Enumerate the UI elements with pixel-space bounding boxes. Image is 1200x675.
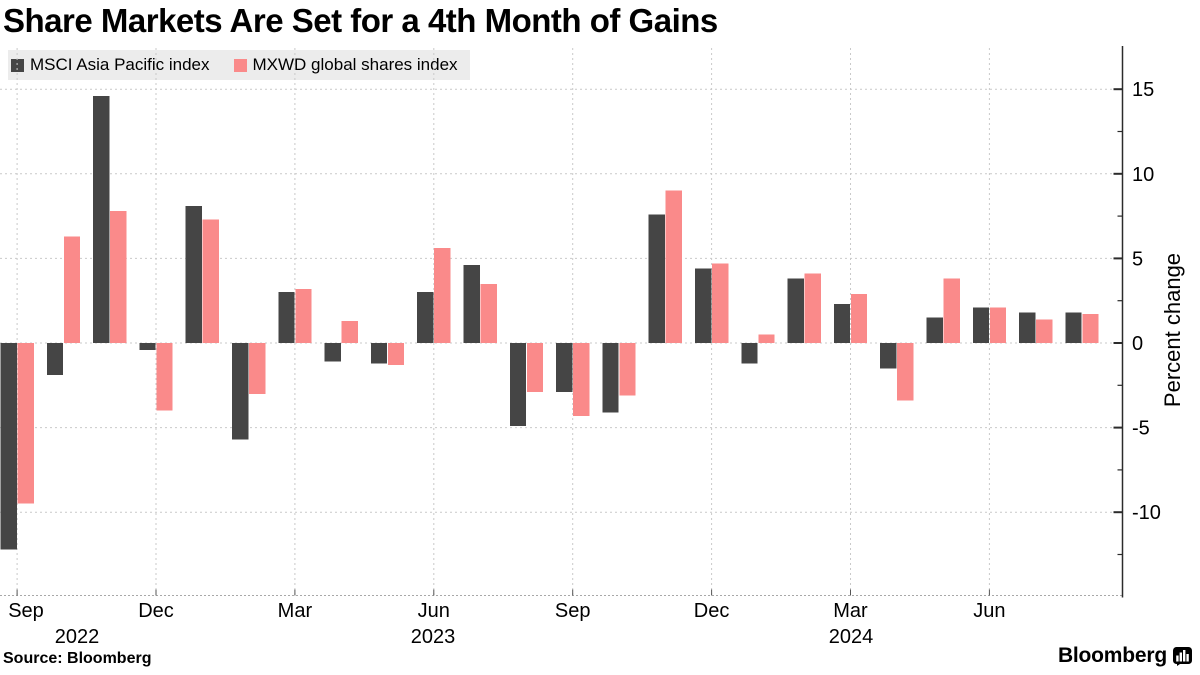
y-axis-title: Percent change: [1160, 253, 1185, 407]
bar-mxwd-May-2024: [943, 278, 960, 343]
bar-mxwd-Nov-2023: [665, 190, 682, 343]
legend-item-mxwd: MXWD global shares index: [233, 55, 458, 75]
x-tick-label: Mar: [278, 600, 313, 622]
bar-mxwd-Mar-2023: [295, 288, 312, 343]
x-tick-label: Sep: [555, 600, 591, 622]
bar-mxwd-Dec-2022: [156, 343, 173, 411]
bar-msci-Sep-2022: [0, 343, 17, 550]
bloomberg-logo-text: Bloomberg: [1057, 644, 1167, 667]
year-label: 2024: [829, 626, 874, 648]
bar-msci-Oct-2022: [46, 343, 64, 376]
bar-msci-Jan-2023: [185, 205, 202, 343]
bar-msci-Jul-2023: [463, 265, 480, 343]
bar-msci-Apr-2024: [880, 343, 897, 369]
x-tick-label: Mar: [833, 600, 868, 622]
bar-msci-Feb-2024: [787, 278, 804, 343]
bar-msci-Nov-2022: [93, 95, 110, 343]
bar-msci-Jan-2024: [741, 343, 758, 364]
x-tick-label: Sep: [8, 600, 44, 622]
y-tick-label: -5: [1132, 418, 1150, 440]
bar-msci-Dec-2022: [139, 343, 156, 350]
bar-mxwd-Apr-2023: [341, 321, 358, 343]
bar-mxwd-Apr-2024: [897, 343, 914, 401]
bar-mxwd-Aug-2023: [526, 343, 544, 393]
bar-mxwd-Feb-2024: [804, 273, 821, 343]
bar-mxwd-Jul-2023: [480, 283, 497, 343]
bar-msci-Jun-2023: [417, 292, 434, 343]
year-label: 2022: [55, 626, 100, 648]
bar-msci-May-2023: [370, 343, 388, 364]
y-tick-label: 5: [1132, 248, 1143, 270]
source-attribution: Source: Bloomberg: [3, 650, 152, 667]
bar-msci-May-2024: [926, 317, 943, 343]
bar-mxwd-Jun-2024: [989, 307, 1007, 343]
x-tick-label: Dec: [694, 600, 730, 622]
bar-msci-Aug-2024: [1065, 312, 1082, 343]
legend-label-msci: MSCI Asia Pacific index: [30, 55, 210, 74]
bar-msci-Mar-2023: [278, 292, 295, 343]
bar-mxwd-Oct-2022: [63, 236, 81, 343]
chart-title: Share Markets Are Set for a 4th Month of…: [3, 2, 718, 39]
bloomberg-bars-icon: [1173, 646, 1192, 666]
bloomberg-logo: Bloomberg: [1058, 644, 1192, 668]
year-label: 2023: [411, 626, 456, 648]
bar-mxwd-Sep-2023: [573, 343, 590, 416]
bar-msci-Sep-2023: [556, 343, 573, 393]
bar-msci-Aug-2023: [509, 343, 527, 426]
bar-mxwd-Jul-2024: [1036, 319, 1053, 343]
bar-msci-Apr-2023: [324, 343, 341, 362]
bar-mxwd-Oct-2023: [619, 343, 636, 396]
y-tick-label: 0: [1132, 333, 1143, 355]
y-tick-label: 10: [1132, 164, 1154, 186]
chart-legend: MSCI Asia Pacific index MXWD global shar…: [8, 50, 470, 80]
bar-mxwd-Jan-2023: [202, 219, 219, 343]
bar-mxwd-Nov-2022: [110, 211, 127, 343]
bar-mxwd-Dec-2023: [712, 263, 729, 343]
y-tick-label: 15: [1132, 79, 1154, 101]
x-tick-label: Jun: [418, 600, 450, 622]
y-tick-label: -10: [1132, 502, 1161, 524]
bar-mxwd-Jan-2024: [758, 334, 775, 343]
bar-msci-Mar-2024: [833, 304, 851, 343]
bar-mxwd-Mar-2024: [850, 293, 868, 343]
x-tick-label: Dec: [138, 600, 174, 622]
x-tick-label: Jun: [973, 600, 1005, 622]
bar-mxwd-Sep-2022: [17, 343, 34, 504]
bar-mxwd-May-2023: [387, 343, 405, 365]
bar-msci-Jul-2024: [1019, 312, 1036, 343]
bar-msci-Dec-2023: [695, 268, 712, 343]
mxwd-swatch-icon: [233, 58, 247, 72]
bar-msci-Oct-2023: [602, 343, 619, 413]
bar-msci-Jun-2024: [972, 307, 990, 343]
bar-mxwd-Jun-2023: [434, 248, 451, 343]
bar-mxwd-Feb-2023: [249, 343, 266, 394]
legend-label-mxwd: MXWD global shares index: [252, 55, 458, 74]
bar-mxwd-Aug-2024: [1082, 314, 1099, 343]
bar-msci-Nov-2023: [648, 214, 665, 343]
bar-msci-Feb-2023: [232, 343, 249, 440]
